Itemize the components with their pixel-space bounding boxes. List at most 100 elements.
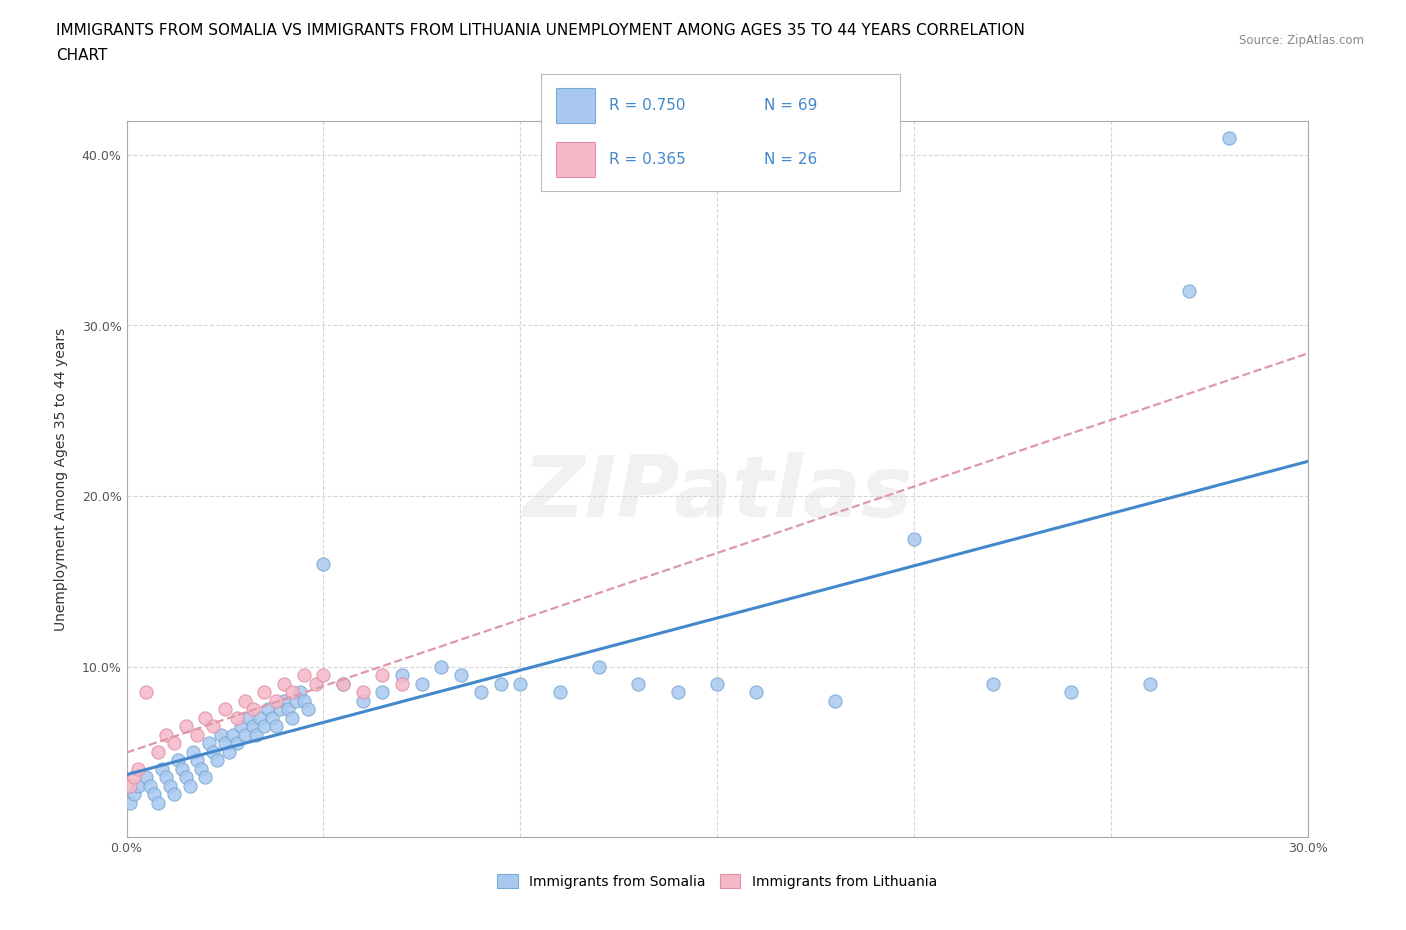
Point xyxy=(269,702,291,717)
Point xyxy=(186,753,208,768)
Point xyxy=(190,762,212,777)
Point xyxy=(981,676,1004,691)
Point xyxy=(273,676,295,691)
FancyBboxPatch shape xyxy=(555,141,595,177)
Point xyxy=(745,684,768,699)
Point xyxy=(371,668,394,683)
Point xyxy=(253,719,276,734)
Point xyxy=(127,762,149,777)
Point xyxy=(150,762,173,777)
Point xyxy=(127,778,149,793)
Point xyxy=(304,676,326,691)
Point xyxy=(292,668,315,683)
Point xyxy=(225,711,247,725)
Point xyxy=(124,770,146,785)
Point xyxy=(391,668,413,683)
Point xyxy=(277,702,299,717)
Point xyxy=(202,744,225,759)
Point xyxy=(146,744,169,759)
Text: R = 0.365: R = 0.365 xyxy=(609,152,686,166)
Point xyxy=(214,736,236,751)
Text: R = 0.750: R = 0.750 xyxy=(609,99,686,113)
Point xyxy=(352,684,374,699)
Point xyxy=(253,684,276,699)
Point xyxy=(391,676,413,691)
Point xyxy=(352,693,374,708)
Point xyxy=(183,744,205,759)
Text: ZIPatlas: ZIPatlas xyxy=(522,452,912,535)
Point xyxy=(233,727,256,742)
Point xyxy=(588,659,610,674)
Point xyxy=(120,778,142,793)
Point xyxy=(222,727,245,742)
Point xyxy=(312,668,335,683)
Point xyxy=(143,787,166,802)
Point xyxy=(470,684,492,699)
Text: N = 69: N = 69 xyxy=(763,99,817,113)
Point xyxy=(225,736,247,751)
Point xyxy=(257,702,280,717)
Point xyxy=(627,676,650,691)
Point xyxy=(332,676,354,691)
Point xyxy=(163,736,186,751)
Point xyxy=(312,557,335,572)
Point xyxy=(163,787,186,802)
Point xyxy=(186,727,208,742)
Point xyxy=(166,753,188,768)
Point xyxy=(903,531,925,546)
Point xyxy=(209,727,232,742)
Point xyxy=(666,684,689,699)
Point xyxy=(824,693,846,708)
Point xyxy=(371,684,394,699)
Point xyxy=(706,676,728,691)
Point xyxy=(509,676,531,691)
Point xyxy=(194,770,217,785)
Point xyxy=(229,719,252,734)
Point xyxy=(284,693,307,708)
Point xyxy=(281,711,304,725)
Text: N = 26: N = 26 xyxy=(763,152,817,166)
Point xyxy=(120,795,142,810)
Point xyxy=(281,684,304,699)
Text: CHART: CHART xyxy=(56,48,108,63)
Point xyxy=(174,770,197,785)
Point xyxy=(194,711,217,725)
Point xyxy=(264,719,287,734)
Point xyxy=(548,684,571,699)
Text: IMMIGRANTS FROM SOMALIA VS IMMIGRANTS FROM LITHUANIA UNEMPLOYMENT AMONG AGES 35 : IMMIGRANTS FROM SOMALIA VS IMMIGRANTS FR… xyxy=(56,23,1025,38)
Point xyxy=(146,795,169,810)
Point xyxy=(1060,684,1083,699)
Point xyxy=(202,719,225,734)
FancyBboxPatch shape xyxy=(555,88,595,124)
Point xyxy=(233,693,256,708)
Point xyxy=(249,711,271,725)
Point xyxy=(1139,676,1161,691)
Legend: Immigrants from Somalia, Immigrants from Lithuania: Immigrants from Somalia, Immigrants from… xyxy=(492,869,942,895)
Point xyxy=(450,668,472,683)
Point xyxy=(245,727,267,742)
Text: Source: ZipAtlas.com: Source: ZipAtlas.com xyxy=(1239,34,1364,47)
Point xyxy=(174,719,197,734)
Point xyxy=(242,702,264,717)
Point xyxy=(155,770,177,785)
Point xyxy=(242,719,264,734)
Point xyxy=(489,676,512,691)
Point xyxy=(1178,284,1201,299)
Point xyxy=(273,693,295,708)
Point xyxy=(332,676,354,691)
Point xyxy=(198,736,221,751)
Point xyxy=(238,711,260,725)
Point xyxy=(1218,130,1240,145)
Point xyxy=(155,727,177,742)
Point xyxy=(139,778,162,793)
Point xyxy=(135,770,157,785)
Point xyxy=(218,744,240,759)
Point xyxy=(159,778,181,793)
Point xyxy=(124,787,146,802)
Point xyxy=(297,702,319,717)
Point xyxy=(264,693,287,708)
Point xyxy=(411,676,433,691)
Point xyxy=(179,778,201,793)
Point xyxy=(430,659,453,674)
Point xyxy=(292,693,315,708)
